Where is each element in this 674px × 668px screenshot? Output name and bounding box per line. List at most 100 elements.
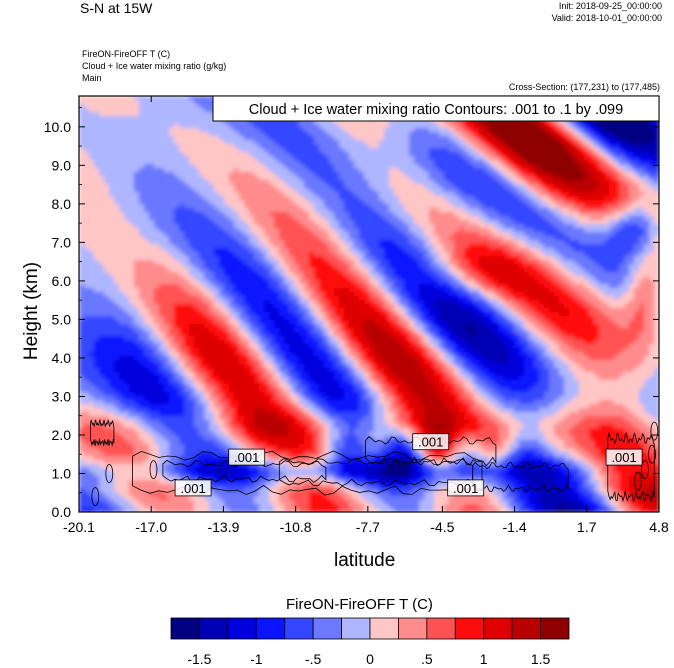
heatmap-cell [234, 228, 240, 233]
heatmap-cell [649, 128, 655, 133]
heatmap-cell [109, 220, 115, 225]
heatmap-cell [79, 264, 85, 269]
heatmap-cell [174, 240, 180, 245]
heatmap-cell [289, 252, 295, 257]
heatmap-cell [214, 156, 220, 161]
heatmap-cell [314, 156, 320, 161]
heatmap-cell [254, 160, 260, 165]
heatmap-cell [209, 216, 215, 221]
heatmap-cell [394, 256, 400, 261]
heatmap-cell [364, 192, 370, 197]
heatmap-cell [349, 248, 355, 253]
heatmap-cell [569, 236, 575, 241]
heatmap-cell [114, 208, 120, 213]
heatmap-cell [384, 228, 390, 233]
heatmap-cell [174, 116, 180, 121]
heatmap-cell [114, 220, 120, 225]
heatmap-cell [214, 136, 220, 141]
heatmap-cell [334, 260, 340, 265]
heatmap-cell [94, 140, 100, 145]
heatmap-cell [334, 248, 340, 253]
heatmap-cell [404, 120, 410, 125]
heatmap-cell [174, 228, 180, 233]
heatmap-cell [364, 260, 370, 265]
heatmap-cell [239, 128, 245, 133]
heatmap-cell [529, 128, 535, 133]
heatmap-cell [424, 216, 430, 221]
heatmap-cell [94, 100, 100, 105]
heatmap-cell [274, 260, 280, 265]
heatmap-cell [389, 180, 395, 185]
heatmap-cell [529, 172, 535, 177]
heatmap-cell [374, 132, 380, 137]
heatmap-cell [184, 188, 190, 193]
heatmap-cell [149, 192, 155, 197]
heatmap-cell [529, 136, 535, 141]
heatmap-cell [184, 220, 190, 225]
heatmap-cell [299, 152, 305, 157]
heatmap-cell [144, 232, 150, 237]
heatmap-cell [299, 252, 305, 257]
heatmap-cell [254, 216, 260, 221]
heatmap-cell [559, 192, 565, 197]
heatmap-cell [419, 208, 425, 213]
heatmap-cell [644, 184, 650, 189]
heatmap-cell [229, 252, 235, 257]
heatmap-cell [504, 208, 510, 213]
heatmap-cell [624, 176, 630, 181]
heatmap-cell [209, 100, 215, 105]
heatmap-cell [409, 176, 415, 181]
heatmap-cell [169, 148, 175, 153]
heatmap-cell [129, 100, 135, 105]
heatmap-cell [84, 216, 90, 221]
heatmap-cell [539, 204, 545, 209]
heatmap-cell [134, 136, 140, 141]
heatmap-cell [459, 120, 465, 125]
heatmap-cell [204, 248, 210, 253]
heatmap-cell [459, 220, 465, 225]
heatmap-cell [94, 136, 100, 141]
heatmap-cell [634, 204, 640, 209]
heatmap-cell [384, 208, 390, 213]
heatmap-cell [354, 224, 360, 229]
heatmap-cell [259, 196, 265, 201]
heatmap-cell [174, 208, 180, 213]
heatmap-cell [594, 180, 600, 185]
heatmap-cell [199, 208, 205, 213]
heatmap-cell [129, 180, 135, 185]
heatmap-cell [599, 236, 605, 241]
heatmap-cell [324, 148, 330, 153]
heatmap-cell [389, 260, 395, 265]
heatmap-cell [179, 116, 185, 121]
heatmap-cell [359, 160, 365, 165]
heatmap-cell [209, 212, 215, 217]
heatmap-cell [574, 128, 580, 133]
heatmap-cell [114, 116, 120, 121]
heatmap-cell [444, 244, 450, 249]
heatmap-cell [199, 136, 205, 141]
heatmap-cell [574, 184, 580, 189]
heatmap-cell [229, 196, 235, 201]
heatmap-cell [449, 256, 455, 261]
heatmap-cell [184, 236, 190, 241]
heatmap-cell [589, 156, 595, 161]
heatmap-cell [294, 132, 300, 137]
heatmap-cell [334, 216, 340, 221]
heatmap-cell [234, 144, 240, 149]
heatmap-cell [149, 160, 155, 165]
heatmap-cell [339, 252, 345, 257]
heatmap-cell [189, 224, 195, 229]
heatmap-cell [654, 152, 659, 157]
heatmap-cell [394, 220, 400, 225]
heatmap-cell [499, 212, 505, 217]
heatmap-cell [174, 176, 180, 181]
heatmap-cell [109, 236, 115, 241]
heatmap-cell [464, 164, 470, 169]
heatmap-cell [534, 156, 540, 161]
heatmap-cell [359, 180, 365, 185]
heatmap-cell [214, 188, 220, 193]
heatmap-cell [399, 132, 405, 137]
heatmap-cell [234, 196, 240, 201]
heatmap-cell [344, 224, 350, 229]
heatmap-cell [614, 240, 620, 245]
